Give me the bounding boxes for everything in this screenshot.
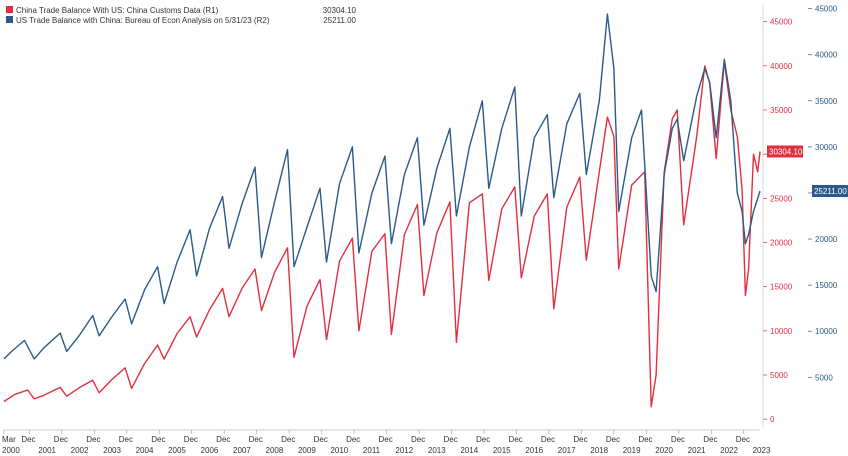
y-tick-left-label: 0: [770, 415, 775, 424]
x-tick-label: Dec: [606, 435, 620, 444]
x-tick-label: Dec: [151, 435, 165, 444]
y-tick-left-label: 35000: [770, 106, 793, 115]
y-tick-left-label: 15000: [770, 283, 793, 292]
x-year-label: 2001: [38, 446, 56, 455]
legend: China Trade Balance With US: China Custo…: [2, 2, 360, 42]
x-year-label: 2017: [558, 446, 576, 455]
x-year-label: 2007: [233, 446, 251, 455]
x-tick-label: Mar: [2, 435, 16, 444]
x-year-label: 2003: [103, 446, 121, 455]
x-tick-label: Dec: [541, 435, 555, 444]
x-tick-label: Dec: [736, 435, 750, 444]
x-year-label: 2009: [298, 446, 316, 455]
x-tick-label: Dec: [249, 435, 263, 444]
last-value-tag-text: 25211.00: [814, 187, 847, 196]
last-value-tag-box: [767, 145, 803, 158]
x-tick-label: Dec: [476, 435, 490, 444]
x-year-label: 2023: [753, 446, 771, 455]
y-tick-right-label: 45000: [815, 5, 838, 14]
y-tick-left-label: 45000: [770, 18, 793, 27]
y-tick-left-label: 5000: [770, 371, 788, 380]
x-tick-label: Dec: [21, 435, 35, 444]
y-tick-left-label: 10000: [770, 327, 793, 336]
legend-label-red: China Trade Balance With US: China Custo…: [16, 6, 219, 15]
x-year-label: 2022: [720, 446, 738, 455]
y-tick-right-label: 5000: [815, 373, 833, 382]
x-tick-label: Dec: [54, 435, 68, 444]
x-tick-label: Dec: [703, 435, 717, 444]
x-year-label: 2002: [71, 446, 89, 455]
x-tick-label: Dec: [638, 435, 652, 444]
x-year-label: 2005: [168, 446, 186, 455]
series-layer: [3, 13, 761, 408]
x-tick-label: Dec: [86, 435, 100, 444]
x-tick-label: Dec: [346, 435, 360, 444]
x-year-label: 2012: [395, 446, 413, 455]
x-tick-label: Dec: [184, 435, 198, 444]
y-tick-right-label: 10000: [815, 327, 838, 336]
x-tick-label: Dec: [379, 435, 393, 444]
x-year-label: 2014: [460, 446, 478, 455]
y-tick-left-label: 25000: [770, 194, 793, 203]
last-value-tag-box: [812, 185, 848, 198]
x-tick-label: Dec: [281, 435, 295, 444]
y-tick-left-label: 20000: [770, 239, 793, 248]
y-tick-right-label: 20000: [815, 235, 838, 244]
last-value-tag-text: 30304.10: [769, 147, 803, 156]
last-value-tags: 30304.10 25211.00: [767, 145, 848, 198]
series-line-china-customs: [3, 60, 761, 408]
y-tick-left-label: 40000: [770, 62, 793, 71]
legend-swatch-blue: [6, 16, 13, 23]
y-tick-right-label: 15000: [815, 281, 838, 290]
x-year-label: 2021: [688, 446, 706, 455]
x-tick-label: Dec: [411, 435, 425, 444]
x-year-label: 2013: [428, 446, 446, 455]
x-tick-label: Dec: [573, 435, 587, 444]
x-year-label: 2011: [363, 446, 381, 455]
x-tick-label: Dec: [314, 435, 328, 444]
legend-value-red: 30304.10: [323, 6, 357, 15]
legend-value-blue: 25211.00: [323, 16, 356, 25]
x-tick-label: Dec: [119, 435, 133, 444]
legend-label-blue: US Trade Balance with China: Bureau of E…: [16, 16, 270, 25]
x-year-label: 2016: [525, 446, 543, 455]
y-tick-right-label: 40000: [815, 51, 838, 60]
legend-swatch-red: [6, 6, 13, 13]
x-year-label: 2015: [493, 446, 511, 455]
x-year-label: 2006: [201, 446, 219, 455]
x-tick-label: Dec: [443, 435, 457, 444]
x-year-label: 2020: [655, 446, 673, 455]
x-tick-label: Dec: [671, 435, 685, 444]
legend-background: [2, 2, 360, 42]
y-tick-right-label: 35000: [815, 97, 838, 106]
x-tick-label: Dec: [508, 435, 522, 444]
x-axis: Mar Dec Dec Dec Dec Dec Dec Dec Dec Dec Dec Dec Dec D…: [2, 429, 771, 455]
x-year-label: 2019: [623, 446, 641, 455]
y-tick-right-label: 30000: [815, 143, 838, 152]
x-year-label: 2010: [330, 446, 348, 455]
x-year-label: 2008: [266, 446, 284, 455]
series-line-us-bea: [3, 13, 761, 360]
x-tick-label: Dec: [216, 435, 230, 444]
x-year-label: 2000: [2, 446, 20, 455]
x-year-label: 2018: [590, 446, 608, 455]
x-year-label: 2004: [136, 446, 154, 455]
